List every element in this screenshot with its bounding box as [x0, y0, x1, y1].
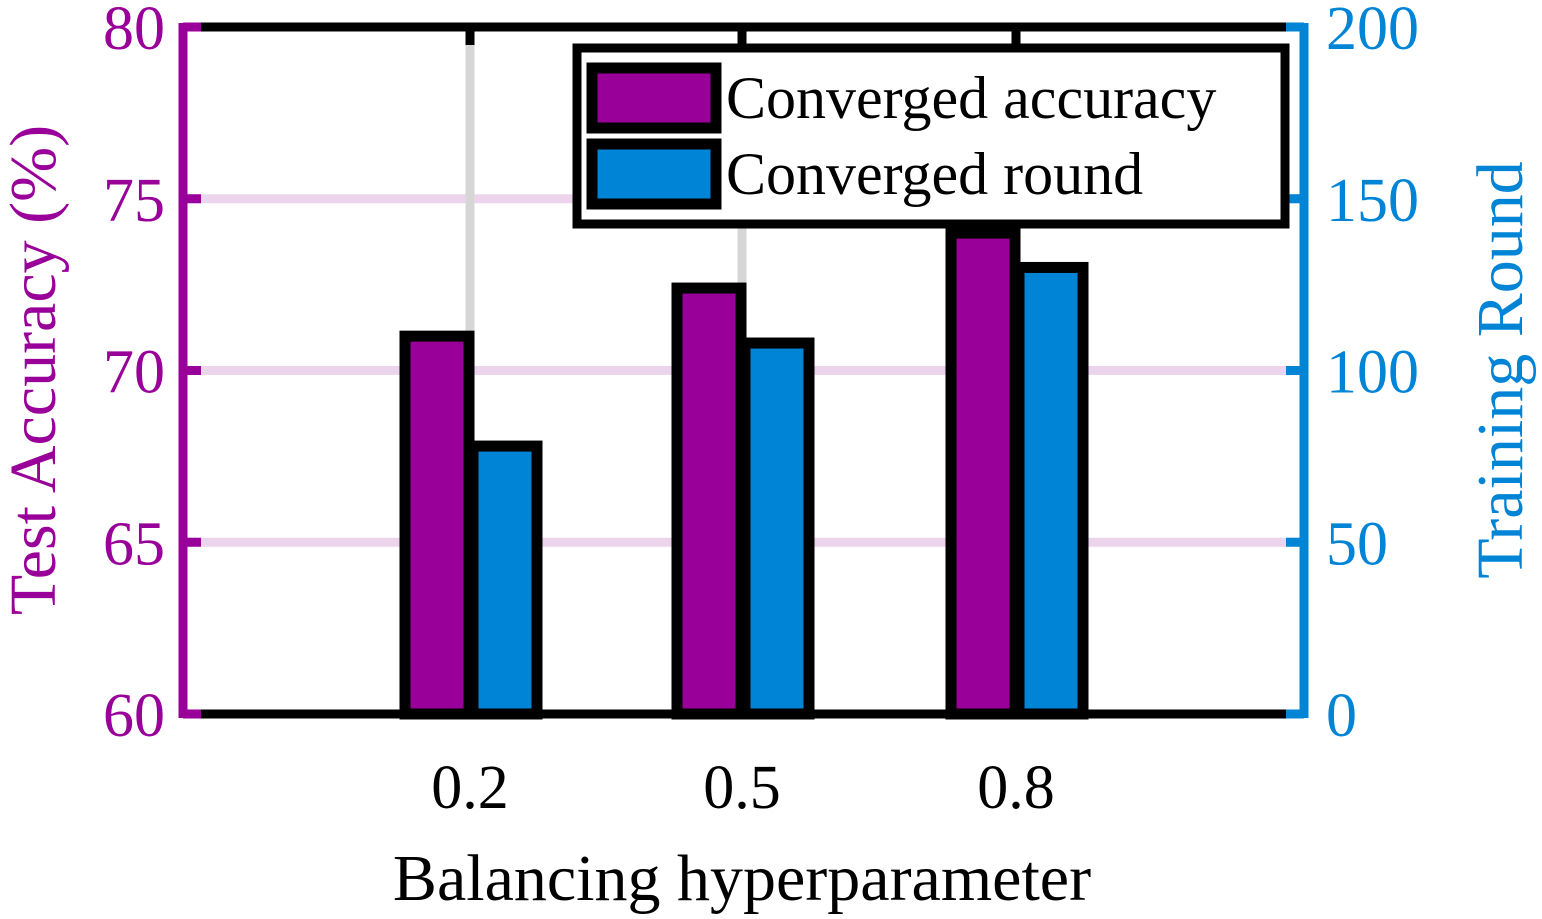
x-axis-title: Balancing hyperparameter	[393, 842, 1091, 915]
bar-converged-accuracy-0.5	[671, 282, 747, 720]
left-tick-label: 75	[103, 167, 165, 235]
bar-converged-round-0.2	[467, 440, 543, 720]
bar-converged-round-0.5	[739, 337, 815, 720]
bar-converged-round-0.8	[1013, 261, 1089, 720]
x-tick-label: 0.2	[431, 754, 509, 822]
left-tick-label: 65	[103, 510, 165, 578]
x-tick-label: 0.8	[977, 754, 1055, 822]
legend-label: Converged round	[726, 141, 1143, 207]
bar-converged-accuracy-0.8	[945, 227, 1021, 720]
axes-layer: 60 65 70 75 80 0 50 100 150 200 0.2 0.5 0.8	[103, 0, 1419, 822]
right-tick-label: 50	[1326, 510, 1388, 578]
bar-converged-accuracy-0.2	[399, 330, 475, 720]
right-tick-label: 0	[1326, 682, 1357, 750]
left-tick-label: 70	[103, 339, 165, 407]
left-tick-label: 60	[103, 682, 165, 750]
right-tick-label: 200	[1326, 0, 1419, 63]
legend-swatch	[586, 138, 722, 210]
legend: Converged accuracy Converged round	[572, 43, 1290, 229]
right-tick-label: 100	[1326, 339, 1419, 407]
legend-label: Converged accuracy	[726, 65, 1216, 131]
right-y-axis-title: Training Round	[1464, 161, 1537, 578]
legend-swatch	[586, 62, 722, 134]
right-tick-label: 150	[1326, 167, 1419, 235]
left-tick-label: 80	[103, 0, 165, 63]
x-tick-label: 0.5	[703, 754, 781, 822]
left-y-axis-title: Test Accuracy (%)	[0, 125, 70, 615]
bars-layer	[399, 227, 1089, 720]
